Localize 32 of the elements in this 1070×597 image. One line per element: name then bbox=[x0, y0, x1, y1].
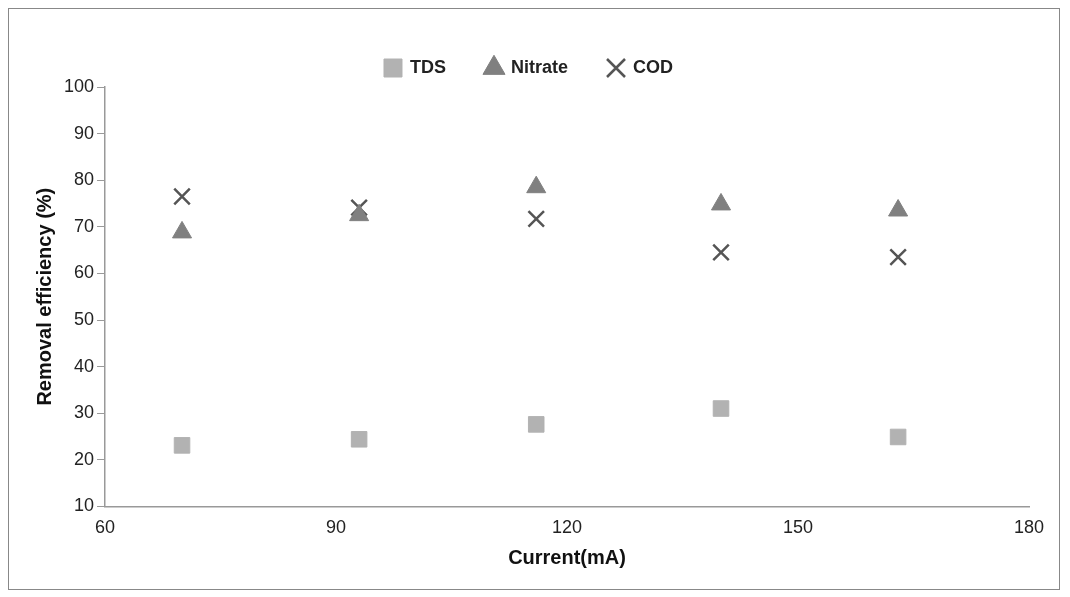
y-tick-label: 70 bbox=[74, 215, 95, 236]
y-tick-label: 50 bbox=[74, 308, 95, 329]
y-tick-label: 100 bbox=[63, 75, 95, 96]
x-tick-label: 180 bbox=[1013, 517, 1045, 538]
point bbox=[526, 175, 547, 194]
point bbox=[711, 243, 731, 262]
point bbox=[889, 428, 907, 446]
y-tick-label: 30 bbox=[74, 402, 95, 423]
y-tick-label: 20 bbox=[74, 448, 95, 469]
x-tick-label: 120 bbox=[551, 517, 583, 538]
x-tick-label: 90 bbox=[326, 517, 347, 538]
y-axis-title: Removal efficiency (%) bbox=[32, 187, 55, 406]
legend-label: TDS bbox=[409, 56, 446, 77]
y-tick-label: 90 bbox=[74, 122, 95, 143]
point bbox=[712, 400, 730, 417]
point bbox=[172, 220, 193, 239]
x-tick-label: 150 bbox=[782, 517, 814, 538]
y-tick-label: 60 bbox=[74, 262, 95, 283]
y-tick-label: 40 bbox=[74, 355, 95, 376]
x-tick-label: 60 bbox=[95, 517, 116, 538]
point bbox=[527, 209, 546, 228]
point bbox=[527, 416, 545, 433]
y-tick-label: 80 bbox=[74, 169, 95, 190]
point bbox=[350, 431, 368, 448]
point bbox=[888, 198, 909, 217]
legend-label: COD bbox=[633, 56, 674, 77]
point bbox=[349, 203, 370, 222]
x-axis-title: Current(mA) bbox=[508, 545, 626, 568]
point bbox=[710, 192, 732, 211]
point bbox=[173, 437, 191, 454]
legend-label: Nitrate bbox=[510, 56, 569, 77]
y-tick-label: 10 bbox=[74, 495, 95, 516]
